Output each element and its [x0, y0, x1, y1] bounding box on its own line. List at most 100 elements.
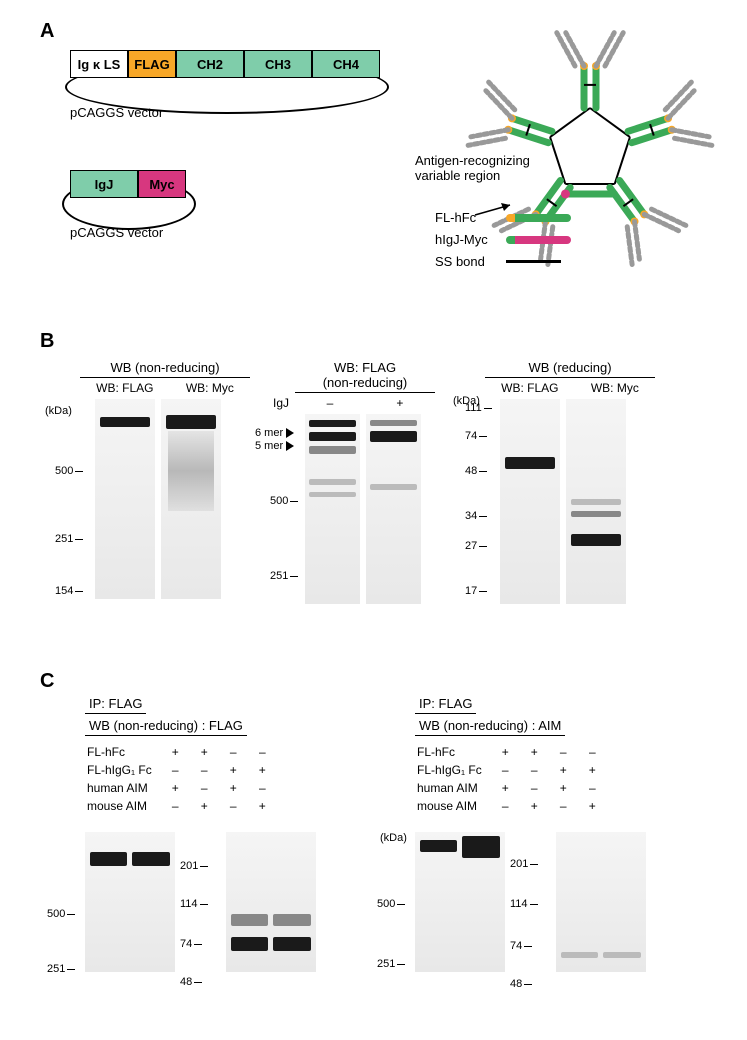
mw-marker: 201: [510, 858, 538, 870]
mw-marker: 154: [55, 585, 83, 597]
condition-row-label: FL-hIgG₁ Fc: [417, 762, 490, 778]
wb2-blot-minus: [305, 414, 360, 604]
mer-arrow: 5 mer: [255, 440, 294, 452]
gene-segment: CH2: [176, 50, 244, 78]
condition-cell: –: [492, 798, 519, 814]
legend-row: SS bond: [435, 254, 561, 269]
condition-row-label: FL-hIgG₁ Fc: [87, 762, 160, 778]
c-right-blot-igg: [556, 832, 646, 972]
vector-2: IgJMyc pCAGGS vector: [70, 170, 186, 198]
c-left-ip: IP: FLAG: [85, 696, 146, 714]
condition-row-label: human AIM: [417, 780, 490, 796]
scientific-figure: A Ig κ LSFLAGCH2CH3CH4 pCAGGS vector IgJ…: [20, 20, 727, 1020]
condition-cell: +: [492, 744, 519, 760]
mw-marker: 500: [270, 495, 298, 507]
condition-cell: –: [162, 762, 189, 778]
mw-marker: 251: [270, 570, 298, 582]
diagram-arrow-label: Antigen-recognizing variable region: [415, 153, 565, 183]
legend-row: FL-hFc: [435, 210, 571, 225]
condition-cell: –: [162, 798, 189, 814]
panel-a: A Ig κ LSFLAGCH2CH3CH4 pCAGGS vector IgJ…: [20, 20, 727, 320]
mw-marker: 114: [180, 898, 208, 910]
wb-group-3: WB (reducing) WB: FLAG WB: Myc (kDa) 111…: [485, 360, 655, 604]
condition-cell: +: [220, 762, 247, 778]
c-left-wb: WB (non-reducing) : FLAG: [85, 718, 247, 736]
wb3-lane-2: WB: Myc: [591, 381, 639, 395]
legend-label: FL-hFc: [435, 210, 500, 225]
panel-b-label: B: [40, 330, 54, 353]
mw-marker: 74: [510, 940, 532, 952]
condition-cell: –: [220, 798, 247, 814]
gene-segment: IgJ: [70, 170, 138, 198]
condition-cell: +: [220, 780, 247, 796]
mw-marker: 111: [465, 402, 492, 414]
wb3-title: WB (reducing): [485, 360, 655, 378]
condition-cell: +: [249, 798, 276, 814]
panel-b: B WB (non-reducing) WB: FLAG WB: Myc (kD…: [20, 330, 727, 660]
c-right-ip: IP: FLAG: [415, 696, 476, 714]
mw-marker: 48: [465, 465, 487, 477]
gene-segment: CH4: [312, 50, 380, 78]
panel-c-left: IP: FLAG WB (non-reducing) : FLAG FL-hFc…: [85, 695, 316, 972]
panel-c: C IP: FLAG WB (non-reducing) : FLAG FL-h…: [20, 670, 727, 1020]
wb1-title: WB (non-reducing): [80, 360, 250, 378]
wb1-kda: (kDa): [45, 405, 72, 417]
wb1-blot-myc: [161, 399, 221, 599]
condition-cell: –: [492, 762, 519, 778]
legend-bar-icon: [506, 214, 571, 222]
gene-segment: Myc: [138, 170, 186, 198]
condition-cell: +: [521, 744, 548, 760]
gene-segment: CH3: [244, 50, 312, 78]
wb3-lane-1: WB: FLAG: [501, 381, 558, 395]
legend-line-icon: [506, 260, 561, 263]
condition-row-label: FL-hFc: [87, 744, 160, 760]
wb1-lane-1: WB: FLAG: [96, 381, 153, 395]
vector-1: Ig κ LSFLAGCH2CH3CH4 pCAGGS vector: [70, 50, 380, 78]
mw-marker: 251: [55, 533, 83, 545]
wb1-lane-2: WB: Myc: [186, 381, 234, 395]
condition-row-label: mouse AIM: [417, 798, 490, 814]
mw-marker: 500: [47, 908, 75, 920]
wb-group-2: WB: FLAG (non-reducing) IgJ – +: [295, 360, 435, 604]
mw-marker: 27: [465, 540, 487, 552]
wb2-igj-label: IgJ: [273, 396, 289, 410]
mw-marker: 201: [180, 860, 208, 872]
wb1-blot-flag: [95, 399, 155, 599]
gene-segment: Ig κ LS: [70, 50, 128, 78]
condition-cell: +: [579, 798, 606, 814]
wb2-lane-2: +: [396, 396, 403, 410]
mw-marker: 74: [180, 938, 202, 950]
wb3-blot-flag: [500, 399, 560, 604]
wb3-blot-myc: [566, 399, 626, 604]
c-left-blot-fc: [85, 832, 175, 972]
vector-2-caption: pCAGGS vector: [70, 225, 163, 240]
mw-marker: 48: [180, 976, 202, 988]
condition-cell: +: [191, 798, 218, 814]
condition-cell: +: [579, 762, 606, 778]
condition-row-label: FL-hFc: [417, 744, 490, 760]
mw-marker: 17: [465, 585, 487, 597]
c-right-conditions: FL-hFc++––FL-hIgG₁ Fc––++human AIM+–+–mo…: [415, 742, 608, 816]
wb2-blot-plus: [366, 414, 421, 604]
mw-marker: 251: [47, 963, 75, 975]
legend-label: SS bond: [435, 254, 500, 269]
mer-arrow: 6 mer: [255, 427, 294, 439]
panel-c-right: IP: FLAG WB (non-reducing) : AIM FL-hFc+…: [415, 695, 646, 972]
condition-cell: +: [521, 798, 548, 814]
gene-segment: FLAG: [128, 50, 176, 78]
condition-row-label: mouse AIM: [87, 798, 160, 814]
panel-c-label: C: [40, 670, 54, 693]
condition-cell: –: [521, 762, 548, 778]
condition-cell: –: [550, 798, 577, 814]
c-right-wb: WB (non-reducing) : AIM: [415, 718, 565, 736]
condition-cell: +: [550, 780, 577, 796]
c-right-blot-fc: [415, 832, 505, 972]
wb2-title: WB: FLAG (non-reducing): [295, 360, 435, 393]
panel-a-label: A: [40, 20, 54, 43]
condition-cell: –: [220, 744, 247, 760]
condition-cell: –: [191, 762, 218, 778]
condition-cell: +: [249, 762, 276, 778]
condition-cell: +: [191, 744, 218, 760]
c-right-kda-1: (kDa): [380, 832, 407, 844]
mw-marker: 251: [377, 958, 405, 970]
